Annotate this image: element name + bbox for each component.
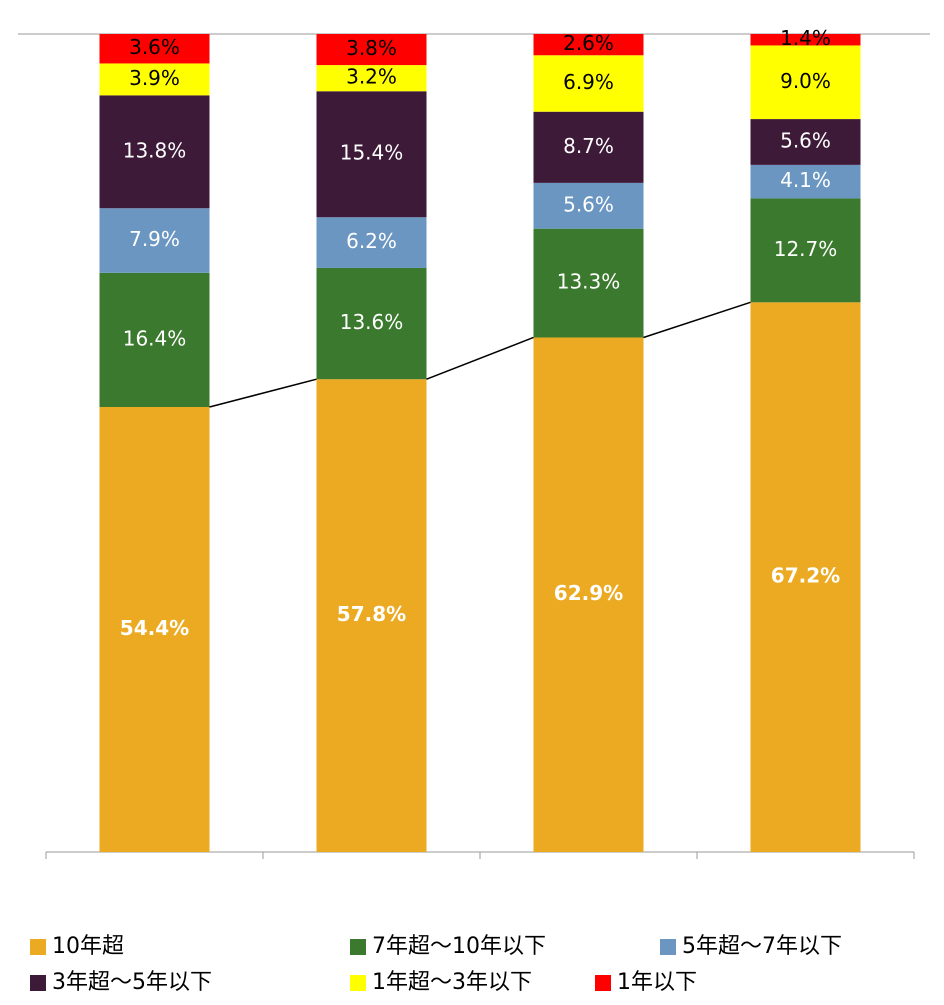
bar-segment — [316, 379, 427, 852]
bar-segment — [316, 217, 427, 268]
bar-segment — [316, 34, 427, 66]
data-label: 5.6% — [563, 192, 614, 216]
data-label: 62.9% — [554, 581, 623, 605]
data-label: 1.4% — [780, 26, 831, 50]
data-label: 3.2% — [346, 65, 397, 89]
data-label: 3.6% — [129, 35, 180, 59]
legend-label: 7年超～10年以下 — [372, 934, 546, 959]
data-label: 54.4% — [120, 616, 189, 640]
bar-segment — [316, 267, 427, 380]
bar-segment — [533, 111, 644, 183]
bar-segment — [750, 164, 861, 199]
data-label: 4.1% — [780, 168, 831, 192]
bar-segment — [533, 228, 644, 338]
bar-segment — [750, 45, 861, 120]
bar-segment — [750, 302, 861, 853]
data-label: 3.8% — [346, 36, 397, 60]
data-label: 2.6% — [563, 31, 614, 55]
bar-segment — [316, 91, 427, 218]
legend-swatch — [30, 975, 46, 991]
bar-segment — [533, 34, 644, 56]
data-label: 7.9% — [129, 227, 180, 251]
legend-label: 3年超～5年以下 — [52, 970, 212, 995]
bar-segment — [99, 95, 210, 209]
series-line — [209, 378, 317, 408]
data-label: 6.2% — [346, 229, 397, 253]
bar-segment — [533, 182, 644, 229]
legend-swatch — [660, 939, 676, 955]
bar-segment — [99, 407, 210, 852]
legend-swatch — [350, 939, 366, 955]
data-label: 13.6% — [340, 310, 404, 334]
legend-label: 1年超～3年以下 — [372, 970, 532, 995]
data-label: 3.9% — [129, 66, 180, 90]
bar-segment — [99, 208, 210, 273]
data-label: 67.2% — [771, 564, 840, 588]
bar-segment — [533, 337, 644, 852]
legend-label: 1年以下 — [617, 970, 697, 995]
bar-segment — [750, 198, 861, 303]
data-label: 16.4% — [123, 326, 187, 350]
bar-segment — [99, 34, 210, 64]
legend-swatch — [30, 939, 46, 955]
data-label: 57.8% — [337, 602, 406, 626]
bar-segment — [316, 65, 427, 92]
bar-segment — [99, 272, 210, 408]
series-line — [426, 336, 534, 380]
legend-swatch — [350, 975, 366, 991]
bar-segment — [750, 34, 861, 46]
data-label: 8.7% — [563, 134, 614, 158]
bar-segment — [750, 119, 861, 165]
data-label: 12.7% — [774, 237, 838, 261]
bar-segment — [99, 63, 210, 96]
bar-segment — [533, 55, 644, 112]
data-label: 6.9% — [563, 70, 614, 94]
legend-label: 10年超 — [52, 934, 124, 959]
data-label: 9.0% — [780, 69, 831, 93]
data-label: 13.8% — [123, 138, 187, 162]
legend-swatch — [595, 975, 611, 991]
data-label: 13.3% — [557, 270, 621, 294]
legend-label: 5年超～7年以下 — [682, 934, 842, 959]
data-label: 5.6% — [780, 128, 831, 152]
data-label: 15.4% — [340, 141, 404, 165]
series-line — [643, 301, 751, 339]
